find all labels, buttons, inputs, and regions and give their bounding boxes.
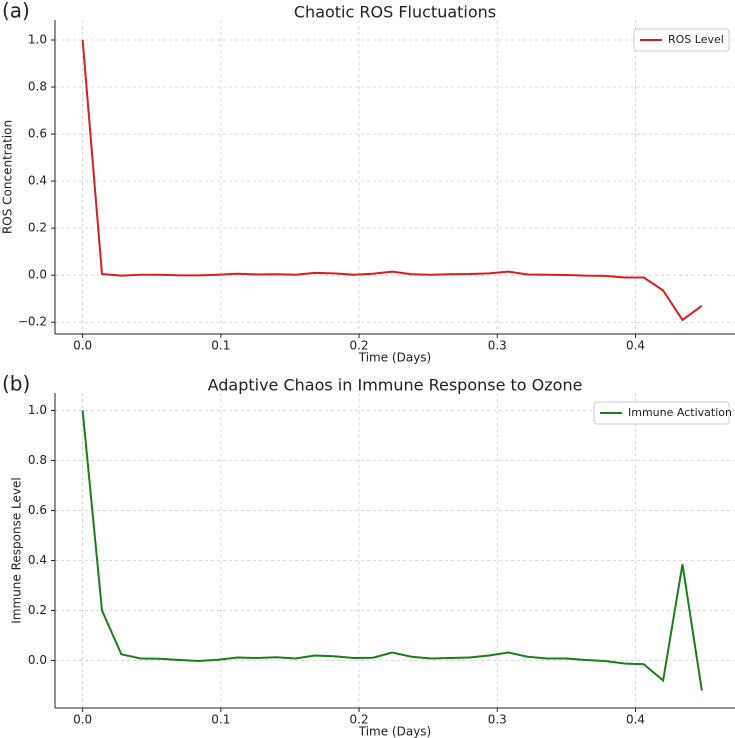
x-tick-label: 0.1 xyxy=(211,713,230,727)
x-tick-label: 0.2 xyxy=(350,713,369,727)
y-tick-label: 0.8 xyxy=(28,80,47,94)
x-tick-label: 0.4 xyxy=(626,713,645,727)
legend-label: ROS Level xyxy=(668,33,724,46)
chart-title: Adaptive Chaos in Immune Response to Ozo… xyxy=(208,376,583,395)
y-tick-label: 0.8 xyxy=(28,453,47,467)
y-axis-label: ROS Concentration xyxy=(1,120,15,234)
legend-box xyxy=(633,28,730,52)
line-series xyxy=(81,410,703,691)
y-tick-label: 0.6 xyxy=(28,503,47,517)
y-axis-label: Immune Response Level xyxy=(10,477,24,623)
x-tick-label: 0.1 xyxy=(211,339,230,353)
y-tick-label: 0.0 xyxy=(28,653,47,667)
legend-box xyxy=(593,401,730,425)
x-axis-label: Time (Days) xyxy=(358,351,432,365)
y-tick-label: 0.4 xyxy=(28,553,47,567)
x-tick-label: 0.3 xyxy=(488,339,507,353)
line-series xyxy=(81,39,703,322)
y-tick-label: 0.4 xyxy=(28,174,47,188)
x-tick-label: 0.4 xyxy=(626,339,645,353)
y-tick-label: 1.0 xyxy=(28,403,47,417)
y-tick-label: 0.6 xyxy=(28,127,47,141)
y-tick-label: 0.2 xyxy=(28,603,47,617)
panel-label: (a) xyxy=(2,0,30,23)
x-tick-label: 0.3 xyxy=(488,713,507,727)
y-tick-label: 0.0 xyxy=(28,268,47,282)
panel-label: (b) xyxy=(2,372,30,396)
y-tick-label: −0.2 xyxy=(18,315,47,329)
x-tick-label: 0.0 xyxy=(73,339,92,353)
x-tick-label: 0.0 xyxy=(73,713,92,727)
y-tick-label: 1.0 xyxy=(28,32,47,46)
x-axis-label: Time (Days) xyxy=(358,725,432,738)
legend-label: Immune Activation xyxy=(628,406,732,419)
x-tick-label: 0.2 xyxy=(350,339,369,353)
y-tick-label: 0.2 xyxy=(28,221,47,235)
chart-title: Chaotic ROS Fluctuations xyxy=(294,3,496,22)
